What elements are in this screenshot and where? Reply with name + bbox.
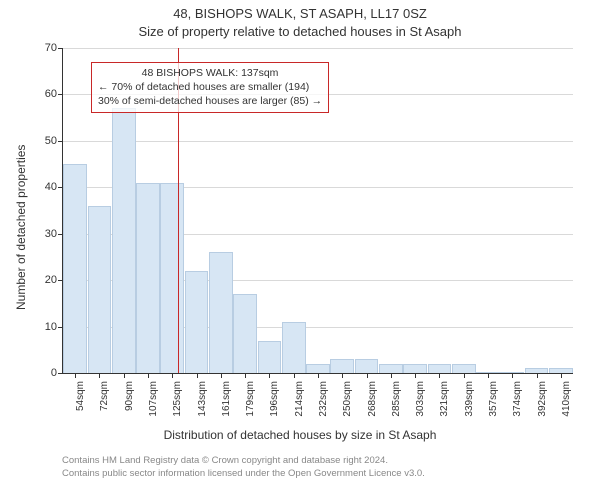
x-tick-label: 54sqm — [75, 381, 86, 431]
x-tick-label: 232sqm — [318, 381, 329, 431]
x-tick-mark — [391, 373, 392, 378]
x-tick-label: 321sqm — [439, 381, 450, 431]
x-tick-mark — [148, 373, 149, 378]
chart-plot-area: 01020304050607054sqm72sqm90sqm107sqm125s… — [62, 48, 573, 374]
histogram-bar — [403, 364, 427, 373]
annotation-box: 48 BISHOPS WALK: 137sqm← 70% of detached… — [91, 62, 329, 113]
histogram-bar — [112, 108, 136, 373]
x-tick-mark — [439, 373, 440, 378]
x-tick-mark — [342, 373, 343, 378]
footer-line2: Contains public sector information licen… — [62, 468, 425, 481]
x-tick-label: 357sqm — [488, 381, 499, 431]
y-tick-label: 20 — [45, 274, 57, 286]
x-tick-label: 107sqm — [148, 381, 159, 431]
histogram-bar — [428, 364, 452, 373]
x-tick-label: 410sqm — [561, 381, 572, 431]
histogram-bar — [258, 341, 282, 374]
x-tick-label: 72sqm — [99, 381, 110, 431]
x-tick-mark — [367, 373, 368, 378]
x-tick-mark — [124, 373, 125, 378]
x-tick-label: 374sqm — [512, 381, 523, 431]
y-tick-label: 70 — [45, 42, 57, 54]
x-tick-mark — [294, 373, 295, 378]
x-tick-label: 268sqm — [367, 381, 378, 431]
histogram-bar — [185, 271, 209, 373]
y-tick-mark — [58, 94, 63, 95]
x-tick-mark — [464, 373, 465, 378]
histogram-bar — [452, 364, 476, 373]
x-tick-mark — [415, 373, 416, 378]
histogram-bar — [63, 164, 87, 373]
footer-line1: Contains HM Land Registry data © Crown c… — [62, 455, 425, 468]
y-tick-mark — [58, 373, 63, 374]
x-tick-label: 392sqm — [537, 381, 548, 431]
histogram-bar — [306, 364, 330, 373]
x-tick-mark — [172, 373, 173, 378]
histogram-bar — [88, 206, 112, 373]
histogram-bar — [355, 359, 379, 373]
y-tick-mark — [58, 141, 63, 142]
y-tick-label: 50 — [45, 135, 57, 147]
x-tick-mark — [537, 373, 538, 378]
x-tick-label: 285sqm — [391, 381, 402, 431]
x-tick-mark — [561, 373, 562, 378]
histogram-bar — [282, 322, 306, 373]
x-tick-label: 196sqm — [269, 381, 280, 431]
x-tick-mark — [75, 373, 76, 378]
histogram-bar — [209, 252, 233, 373]
x-tick-mark — [512, 373, 513, 378]
y-tick-label: 60 — [45, 88, 57, 100]
histogram-bar — [160, 183, 184, 373]
x-tick-mark — [99, 373, 100, 378]
x-tick-label: 143sqm — [197, 381, 208, 431]
x-tick-label: 161sqm — [221, 381, 232, 431]
x-tick-mark — [221, 373, 222, 378]
annotation-line3: 30% of semi-detached houses are larger (… — [98, 94, 322, 108]
x-axis-label: Distribution of detached houses by size … — [0, 428, 600, 442]
gridline — [63, 48, 573, 49]
x-tick-label: 214sqm — [294, 381, 305, 431]
x-tick-mark — [197, 373, 198, 378]
y-tick-label: 0 — [51, 367, 57, 379]
x-tick-label: 250sqm — [342, 381, 353, 431]
annotation-line2: ← 70% of detached houses are smaller (19… — [98, 80, 322, 94]
histogram-bar — [379, 364, 403, 373]
page-address: 48, BISHOPS WALK, ST ASAPH, LL17 0SZ — [0, 6, 600, 21]
annotation-line1: 48 BISHOPS WALK: 137sqm — [98, 66, 322, 80]
x-tick-label: 339sqm — [464, 381, 475, 431]
y-tick-mark — [58, 48, 63, 49]
y-tick-label: 40 — [45, 181, 57, 193]
y-tick-label: 30 — [45, 228, 57, 240]
footer-attribution: Contains HM Land Registry data © Crown c… — [62, 455, 425, 481]
y-axis-label: Number of detached properties — [14, 145, 28, 310]
x-tick-label: 125sqm — [172, 381, 183, 431]
gridline — [63, 141, 573, 142]
x-tick-mark — [488, 373, 489, 378]
histogram-bar — [330, 359, 354, 373]
x-tick-label: 303sqm — [415, 381, 426, 431]
x-tick-mark — [269, 373, 270, 378]
histogram-bar — [136, 183, 160, 373]
y-tick-label: 10 — [45, 321, 57, 333]
x-tick-mark — [245, 373, 246, 378]
x-tick-label: 90sqm — [124, 381, 135, 431]
page-title: Size of property relative to detached ho… — [0, 24, 600, 39]
x-tick-mark — [318, 373, 319, 378]
histogram-bar — [233, 294, 257, 373]
x-tick-label: 179sqm — [245, 381, 256, 431]
